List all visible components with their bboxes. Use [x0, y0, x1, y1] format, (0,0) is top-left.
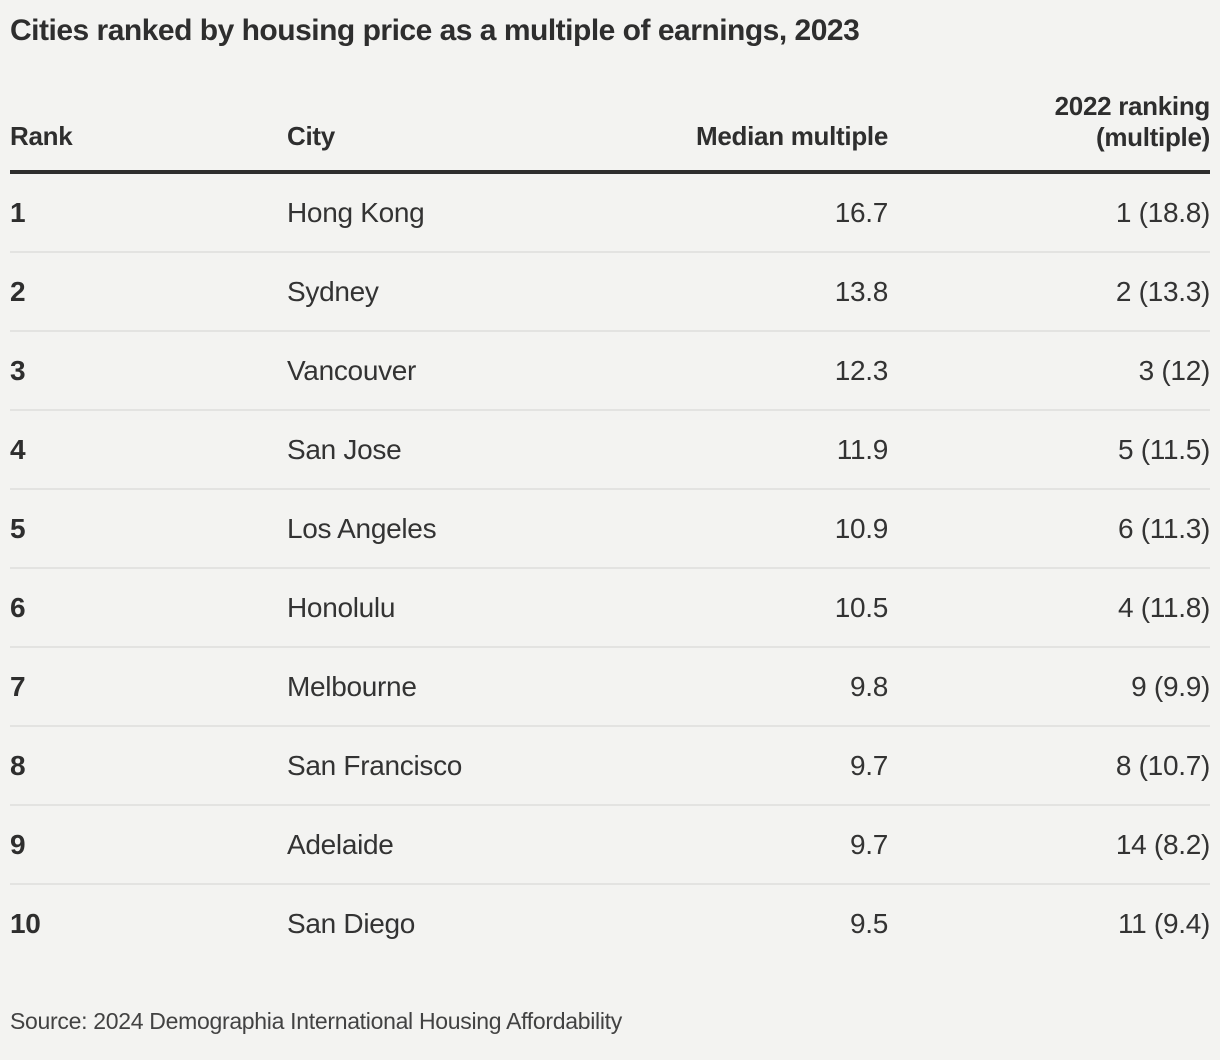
rank-value: 9 [10, 805, 287, 886]
table-row: 5 Los Angeles 10.9 6 (11.3) [10, 489, 1210, 570]
median-value: 10.5 [617, 568, 888, 649]
table-row: 4 San Jose 11.9 5 (11.5) [10, 410, 1210, 491]
table-row: 7 Melbourne 9.8 9 (9.9) [10, 647, 1210, 728]
city-value: Adelaide [287, 805, 617, 886]
prev-ranking-value: 3 (12) [888, 331, 1210, 412]
city-value: San Francisco [287, 726, 617, 807]
median-value: 12.3 [617, 331, 888, 412]
city-value: San Diego [287, 907, 416, 939]
page-title: Cities ranked by housing price as a mult… [10, 14, 860, 47]
prev-ranking-value: 8 (10.7) [888, 726, 1210, 807]
median-value: 16.7 [617, 172, 888, 254]
prev-ranking-value: 9 (9.9) [888, 647, 1210, 728]
city-value: Honolulu [287, 568, 617, 649]
table-row: 8 San Francisco 9.7 8 (10.7) [10, 726, 1210, 807]
rank-value: 8 [10, 726, 287, 807]
median-value: 9.8 [617, 647, 888, 728]
table-row: 1 Hong Kong 16.7 1 (18.8) [10, 172, 1210, 254]
prev-ranking-value: 11 (9.4) [1117, 907, 1210, 939]
city-value: Vancouver [287, 331, 617, 412]
prev-ranking-value: 4 (11.8) [888, 568, 1210, 649]
col-header-2022-ranking-line2: (multiple) [1096, 121, 1210, 152]
col-header-city: City [287, 91, 617, 175]
median-value: 13.8 [617, 252, 888, 333]
col-header-rank: Rank [10, 91, 287, 175]
city-value: Sydney [287, 252, 617, 333]
rank-value: 5 [10, 489, 287, 570]
median-value: 9.7 [617, 726, 888, 807]
median-value: 9.5 [849, 907, 888, 939]
col-header-2022-ranking-line1: 2022 ranking [1054, 91, 1211, 121]
rank-value: 1 [10, 172, 287, 254]
col-header-2022-ranking: 2022 ranking (multiple) [888, 91, 1211, 175]
prev-ranking-value: 5 (11.5) [888, 410, 1210, 491]
table-row: 10 San Diego 9.5 11 (9.4) [10, 884, 1210, 962]
city-value: San Jose [287, 410, 617, 491]
table-header-row: Rank City Median multiple 2022 ranking (… [10, 91, 1211, 175]
median-value: 9.7 [617, 805, 888, 886]
rank-value: 10 [10, 907, 41, 939]
prev-ranking-value: 1 (18.8) [888, 172, 1210, 254]
prev-ranking-value: 2 (13.3) [888, 252, 1210, 333]
table-row: 6 Honolulu 10.5 4 (11.8) [10, 568, 1210, 649]
rank-value: 2 [10, 252, 287, 333]
rank-value: 7 [10, 647, 287, 728]
table-row: 2 Sydney 13.8 2 (13.3) [10, 252, 1210, 333]
median-value: 10.9 [617, 489, 888, 570]
rankings-table: Rank City Median multiple 2022 ranking (… [10, 91, 1210, 962]
table-row: 3 Vancouver 12.3 3 (12) [10, 331, 1210, 412]
city-value: Melbourne [287, 647, 617, 728]
prev-ranking-value: 14 (8.2) [888, 805, 1210, 886]
rank-value: 6 [10, 568, 287, 649]
city-value: Hong Kong [287, 172, 617, 254]
prev-ranking-value: 6 (11.3) [888, 489, 1210, 570]
source-note: Source: 2024 Demographia International H… [10, 1008, 622, 1035]
rank-value: 4 [10, 410, 287, 491]
col-header-median-multiple: Median multiple [617, 91, 888, 175]
table-row: 9 Adelaide 9.7 14 (8.2) [10, 805, 1210, 886]
median-value: 11.9 [617, 410, 888, 491]
rank-value: 3 [10, 331, 287, 412]
city-value: Los Angeles [287, 489, 617, 570]
